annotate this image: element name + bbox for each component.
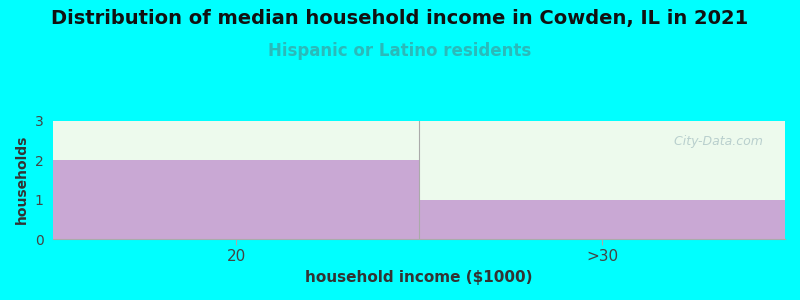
Y-axis label: households: households: [15, 135, 29, 224]
X-axis label: household income ($1000): household income ($1000): [306, 270, 533, 285]
Text: City-Data.com: City-Data.com: [666, 135, 763, 148]
Text: Distribution of median household income in Cowden, IL in 2021: Distribution of median household income …: [51, 9, 749, 28]
Text: Hispanic or Latino residents: Hispanic or Latino residents: [268, 42, 532, 60]
